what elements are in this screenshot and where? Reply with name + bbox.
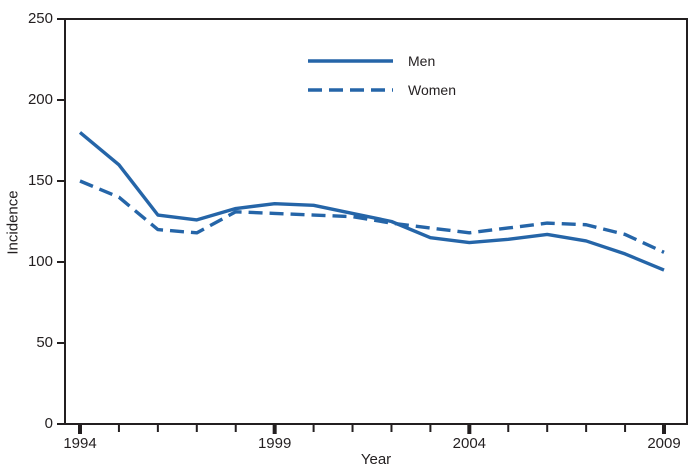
y-tick-label: 100 [27,253,53,270]
plot-frame [64,18,688,425]
x-tick-label: 2009 [647,435,681,452]
y-tick-label: 250 [27,10,53,27]
series-line-men [78,131,665,272]
data-series [78,131,665,272]
legend-label-men: Men [408,53,436,69]
x-tick-label: 1999 [257,435,292,452]
y-tick-label: 150 [27,172,53,189]
x-tick-label: 1994 [63,435,97,452]
axis-frame [64,18,688,425]
y-axis-title: Incidence [4,190,22,255]
legend-swatches [308,59,393,92]
series-line-women [79,179,665,254]
y-tick-label: 200 [27,91,53,108]
legend-label-women: Women [408,82,456,98]
x-tick-label: 2004 [452,435,487,452]
y-tick-label: 50 [36,334,53,351]
x-axis-title: Year [360,451,392,468]
axis-ticks [57,18,666,434]
y-tick-label: 0 [44,415,53,432]
